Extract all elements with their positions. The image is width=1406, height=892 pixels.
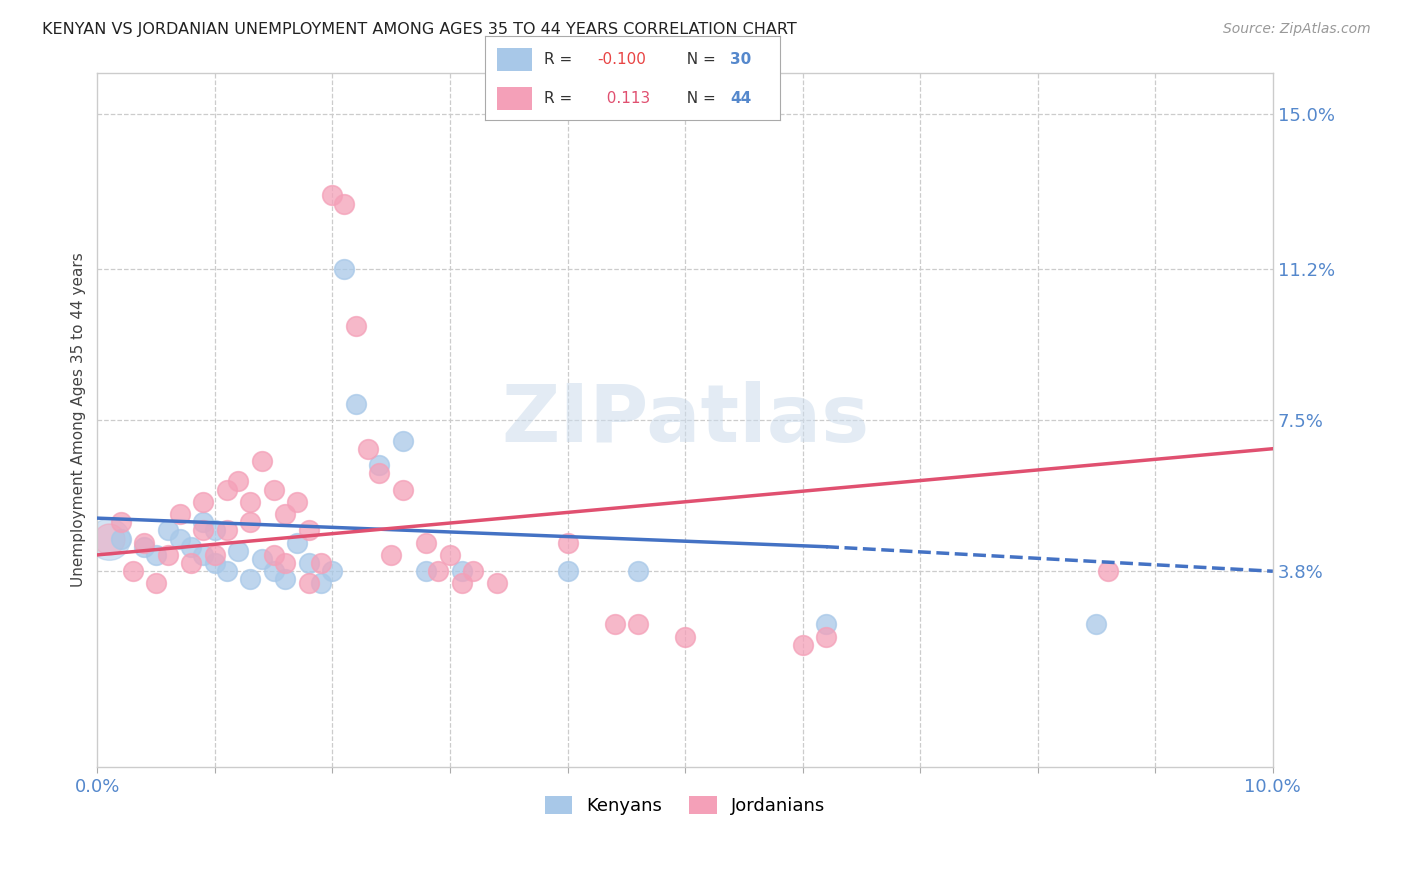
Point xyxy=(263,483,285,497)
Point xyxy=(603,617,626,632)
Point xyxy=(204,548,226,562)
Point xyxy=(298,524,321,538)
Text: 0.113: 0.113 xyxy=(598,91,651,106)
Legend: Kenyans, Jordanians: Kenyans, Jordanians xyxy=(536,787,834,824)
Point xyxy=(557,535,579,549)
Point xyxy=(239,573,262,587)
Point xyxy=(228,543,250,558)
Point xyxy=(321,188,343,202)
Point xyxy=(134,540,156,554)
Point xyxy=(792,638,814,652)
Point xyxy=(333,262,356,277)
Point xyxy=(557,564,579,578)
Point xyxy=(191,548,214,562)
Point xyxy=(285,535,308,549)
Point xyxy=(815,630,838,644)
Point xyxy=(485,576,508,591)
Point xyxy=(145,576,167,591)
Point xyxy=(298,556,321,570)
Point xyxy=(180,556,202,570)
Text: KENYAN VS JORDANIAN UNEMPLOYMENT AMONG AGES 35 TO 44 YEARS CORRELATION CHART: KENYAN VS JORDANIAN UNEMPLOYMENT AMONG A… xyxy=(42,22,797,37)
Point xyxy=(215,483,238,497)
Text: 44: 44 xyxy=(730,91,751,106)
Text: R =: R = xyxy=(544,52,578,67)
Point xyxy=(321,564,343,578)
Point xyxy=(450,564,472,578)
Point xyxy=(333,196,356,211)
Point xyxy=(239,515,262,529)
Point xyxy=(274,507,297,521)
Point xyxy=(344,397,367,411)
Point xyxy=(392,483,415,497)
Text: N =: N = xyxy=(678,91,721,106)
Point xyxy=(368,467,391,481)
Point xyxy=(191,495,214,509)
Point xyxy=(156,524,179,538)
Point xyxy=(815,617,838,632)
Point xyxy=(392,434,415,448)
Point xyxy=(627,564,650,578)
Point xyxy=(204,556,226,570)
Point xyxy=(121,564,143,578)
Point xyxy=(274,556,297,570)
Point xyxy=(380,548,402,562)
Point xyxy=(263,548,285,562)
Text: -0.100: -0.100 xyxy=(598,52,647,67)
Point xyxy=(98,532,121,546)
Point xyxy=(110,515,132,529)
Point xyxy=(191,515,214,529)
Point xyxy=(134,535,156,549)
Text: N =: N = xyxy=(678,52,721,67)
Point xyxy=(180,540,202,554)
Point xyxy=(439,548,461,562)
Point xyxy=(1085,617,1108,632)
Point xyxy=(274,573,297,587)
Point xyxy=(368,458,391,472)
Point xyxy=(169,507,191,521)
Point xyxy=(145,548,167,562)
Point xyxy=(415,535,437,549)
Bar xyxy=(496,87,533,111)
Point xyxy=(357,442,380,456)
Point xyxy=(215,564,238,578)
Text: R =: R = xyxy=(544,91,578,106)
Point xyxy=(1097,564,1119,578)
Y-axis label: Unemployment Among Ages 35 to 44 years: Unemployment Among Ages 35 to 44 years xyxy=(72,252,86,588)
Text: Source: ZipAtlas.com: Source: ZipAtlas.com xyxy=(1223,22,1371,37)
Point xyxy=(98,532,121,546)
Point xyxy=(169,532,191,546)
Point xyxy=(285,495,308,509)
Point xyxy=(191,524,214,538)
Point xyxy=(250,552,273,566)
Point xyxy=(204,524,226,538)
Point xyxy=(156,548,179,562)
Point xyxy=(298,576,321,591)
Point xyxy=(673,630,696,644)
Text: ZIPatlas: ZIPatlas xyxy=(501,381,869,459)
Point xyxy=(427,564,450,578)
Point xyxy=(463,564,485,578)
Point xyxy=(309,576,332,591)
Point xyxy=(309,556,332,570)
Point xyxy=(344,319,367,334)
Point xyxy=(215,524,238,538)
Point xyxy=(239,495,262,509)
Text: 30: 30 xyxy=(730,52,751,67)
Point xyxy=(415,564,437,578)
Point xyxy=(250,454,273,468)
Point xyxy=(263,564,285,578)
Point xyxy=(627,617,650,632)
Point xyxy=(228,475,250,489)
Bar xyxy=(496,47,533,71)
Point xyxy=(450,576,472,591)
Point xyxy=(110,532,132,546)
